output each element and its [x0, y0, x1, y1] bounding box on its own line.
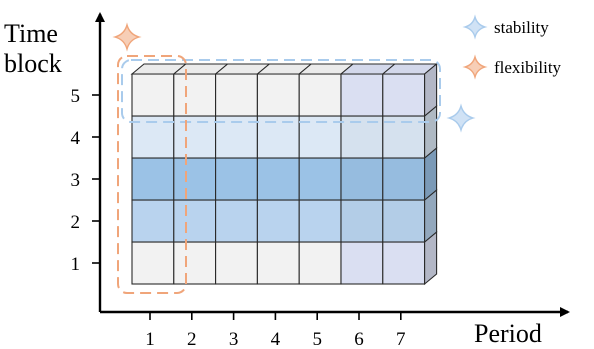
- grid-cell: [131, 73, 175, 117]
- x-axis-title: Period: [474, 319, 542, 348]
- grid-cell: [173, 73, 217, 117]
- grid-cell: [173, 241, 217, 285]
- grid-cell: [131, 199, 175, 243]
- legend-flexibility-icon: [462, 54, 488, 80]
- grid-cell: [298, 157, 342, 201]
- grid-cell: [215, 157, 258, 201]
- grid-cell: [256, 73, 300, 117]
- grid-cell: [382, 199, 426, 243]
- y-axis-title-line2: block: [4, 49, 62, 78]
- x-tick-label: 6: [354, 329, 364, 349]
- grid-cell: [173, 199, 217, 243]
- grid-cell: [340, 199, 384, 243]
- x-tick-label: 2: [187, 329, 197, 349]
- stability-sparkle-icon: [446, 103, 476, 133]
- legend: stability flexibility: [462, 14, 562, 80]
- grid-cell: [215, 241, 258, 285]
- grid-cell: [256, 241, 300, 285]
- grid-cell: [131, 241, 175, 285]
- grid-cell: [298, 73, 342, 117]
- y-tick-label: 4: [71, 128, 81, 149]
- grid-cell: [298, 199, 342, 243]
- grid-cell: [382, 241, 426, 285]
- grid-cell: [256, 157, 300, 201]
- y-tick-label: 2: [71, 212, 81, 233]
- grid-cell: [131, 157, 175, 201]
- grid-cell: [215, 73, 258, 117]
- x-tick-label: 1: [145, 329, 155, 349]
- y-axis-title-line1: Time: [4, 19, 58, 48]
- x-tick-label: 7: [396, 329, 406, 349]
- y-tick-label: 5: [71, 86, 81, 107]
- y-tick-label: 3: [71, 170, 81, 191]
- legend-stability-icon: [462, 14, 488, 40]
- grid-cell: [340, 73, 384, 117]
- grid-cell: [256, 199, 300, 243]
- grid-cell: [298, 241, 342, 285]
- grid-cell: [340, 157, 384, 201]
- grid-cell: [340, 241, 384, 285]
- grid-cell: [382, 157, 426, 201]
- block-grid: [130, 62, 439, 286]
- y-tick-label: 1: [71, 254, 81, 275]
- flexibility-sparkle-icon: [112, 22, 142, 52]
- grid-cell: [215, 199, 258, 243]
- grid-cell: [173, 157, 217, 201]
- x-tick-label: 3: [229, 329, 239, 349]
- grid-cell: [173, 115, 217, 159]
- grid-cell: [382, 73, 426, 117]
- x-tick-label: 5: [312, 329, 322, 349]
- axis-ticks: 1 2 3 4 5 6 7 1 2 3 4 5: [71, 86, 406, 349]
- legend-flexibility-label: flexibility: [494, 58, 562, 77]
- grid-side-face: [424, 62, 438, 118]
- legend-stability-label: stability: [494, 18, 549, 37]
- x-tick-label: 4: [271, 329, 281, 349]
- flexibility-dashed-box: [117, 55, 187, 294]
